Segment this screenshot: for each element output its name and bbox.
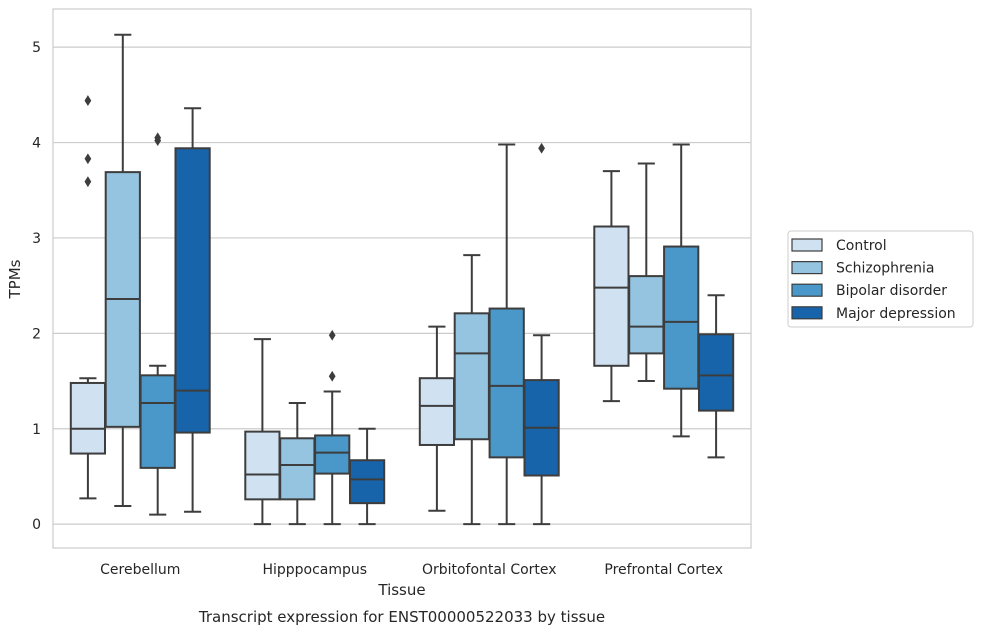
outlier-point — [328, 329, 336, 341]
outlier-point — [84, 95, 92, 106]
legend-swatch — [791, 283, 823, 297]
y-tick-labels: 0 1 2 3 4 5 — [32, 40, 41, 533]
outlier-point — [154, 132, 162, 144]
box-iqr — [697, 333, 735, 412]
legend-item-schizophrenia: Schizophrenia — [791, 261, 934, 277]
box-bipolar-disorder-0 — [139, 132, 176, 516]
plot-frame — [52, 8, 752, 549]
box-iqr — [663, 245, 700, 390]
legend: Control Schizophrenia Bipolar disorder Majo… — [787, 230, 974, 328]
box-iqr — [69, 381, 107, 455]
box-iqr — [628, 275, 665, 355]
box-major-depression-2 — [523, 142, 560, 526]
y-tick-label: 4 — [32, 136, 41, 152]
x-axis-label: Tissue — [377, 581, 425, 599]
box-bipolar-disorder-1 — [314, 329, 351, 526]
y-tick-label: 3 — [32, 231, 41, 247]
legend-label: Bipolar disorder — [836, 283, 947, 299]
x-tick-labels: Cerebellum Hipppocampus Orbitofontal Corte… — [100, 562, 723, 578]
boxes-layer — [69, 33, 735, 526]
box-iqr — [453, 312, 490, 441]
legend-swatch — [791, 306, 823, 320]
box-iqr — [488, 307, 525, 459]
legend-item-bipolar-disorder: Bipolar disorder — [791, 283, 947, 299]
chart-caption: Transcript expression for ENST0000052203… — [198, 608, 605, 626]
box-schizophrenia-3 — [628, 162, 665, 383]
box-schizophrenia-2 — [453, 254, 490, 526]
box-major-depression-1 — [348, 427, 386, 526]
box-control-3 — [593, 170, 630, 403]
box-schizophrenia-1 — [279, 401, 316, 526]
outlier-point — [84, 153, 92, 165]
box-schizophrenia-0 — [104, 33, 141, 508]
x-tick-label: Hipppocampus — [262, 562, 367, 578]
box-bipolar-disorder-2 — [488, 143, 525, 526]
x-tick-label: Orbitofontal Cortex — [422, 562, 557, 578]
y-tick-label: 1 — [32, 422, 41, 438]
legend-label: Major depression — [836, 306, 956, 322]
legend-item-major-depression: Major depression — [791, 306, 956, 322]
y-axis-label: TPMs — [6, 259, 24, 299]
y-tick-label: 5 — [32, 40, 41, 56]
legend-swatch — [791, 261, 823, 275]
legend-frame — [787, 230, 974, 328]
legend-item-control: Control — [791, 238, 887, 254]
box-major-depression-0 — [174, 107, 211, 513]
box-major-depression-3 — [697, 294, 735, 459]
box-bipolar-disorder-3 — [663, 143, 700, 438]
box-iqr — [314, 434, 351, 475]
box-iqr — [139, 374, 176, 469]
box-control-2 — [418, 325, 456, 512]
y-tick-label: 0 — [32, 517, 41, 533]
box-iqr — [279, 437, 316, 501]
box-iqr — [348, 459, 386, 505]
box-iqr — [593, 225, 630, 367]
box-iqr — [418, 377, 456, 446]
legend-swatch — [791, 238, 823, 252]
box-iqr — [174, 147, 211, 434]
outlier-point — [538, 142, 545, 154]
outlier-point — [84, 176, 92, 188]
x-tick-label: Cerebellum — [100, 562, 180, 578]
x-tick-label: Prefrontal Cortex — [604, 562, 723, 578]
legend-label: Schizophrenia — [836, 261, 934, 277]
y-tick-label: 2 — [32, 326, 41, 342]
outlier-point — [328, 370, 336, 382]
box-iqr — [244, 430, 281, 501]
legend-label: Control — [836, 238, 887, 254]
